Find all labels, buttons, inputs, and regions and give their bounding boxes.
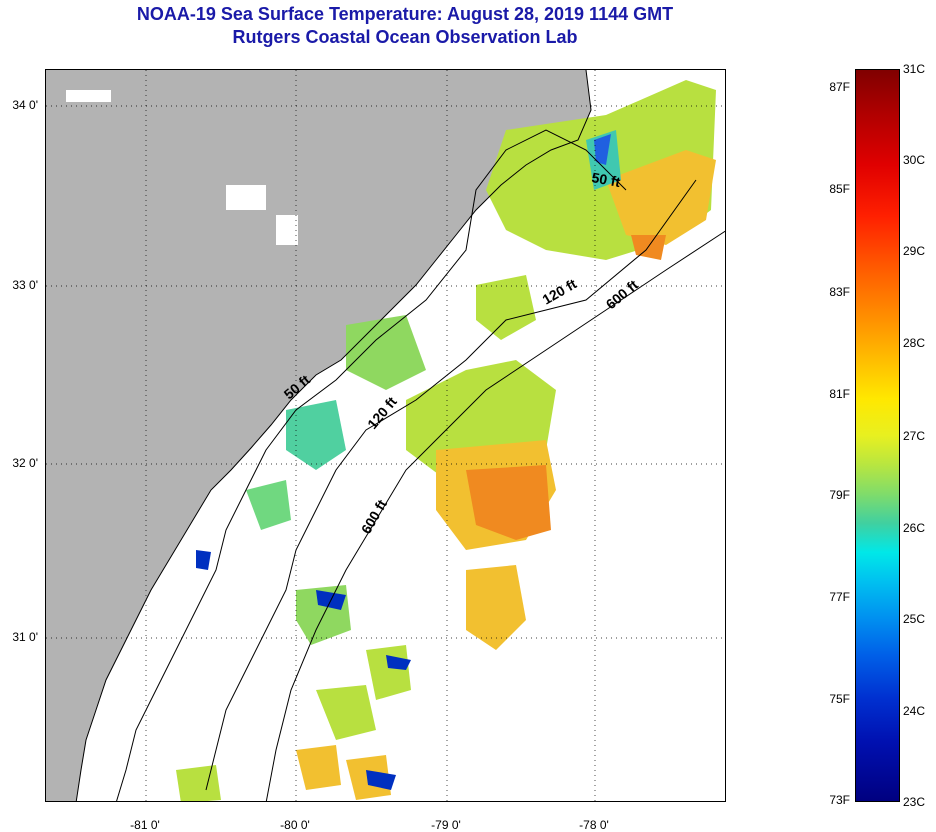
lat-tick-label: 32 0' bbox=[12, 456, 38, 470]
lat-tick-label: 33 0' bbox=[12, 278, 38, 292]
coastline bbox=[75, 70, 592, 801]
colorbar-fahrenheit-label: 81F bbox=[829, 387, 850, 401]
lon-tick-label: -81 0' bbox=[130, 818, 160, 832]
depth-contour-50ft bbox=[116, 129, 627, 801]
colorbar-celsius-label: 24C bbox=[903, 704, 926, 718]
land-mass bbox=[46, 70, 591, 801]
temperature-colorbar bbox=[855, 69, 900, 802]
colorbar-fahrenheit-label: 75F bbox=[829, 692, 850, 706]
colorbar-celsius-label: 27C bbox=[903, 429, 926, 443]
colorbar-celsius-label: 26C bbox=[903, 521, 926, 535]
colorbar-fahrenheit-label: 79F bbox=[829, 488, 850, 502]
lon-tick-label: -80 0' bbox=[280, 818, 310, 832]
depth-contour-120ft bbox=[205, 179, 697, 791]
lon-tick-label: -79 0' bbox=[431, 818, 461, 832]
inland-lake bbox=[66, 90, 111, 102]
colorbar-fahrenheit-label: 85F bbox=[829, 182, 850, 196]
inland-lake bbox=[226, 185, 266, 210]
colorbar-fahrenheit-label: 77F bbox=[829, 590, 850, 604]
lat-tick-label: 31 0' bbox=[12, 630, 38, 644]
sst-patches bbox=[176, 80, 716, 801]
map-subtitle: Rutgers Coastal Ocean Observation Lab bbox=[232, 27, 578, 47]
colorbar-celsius-label: 28C bbox=[903, 336, 926, 350]
colorbar-celsius-label: 23C bbox=[903, 795, 926, 809]
graticule bbox=[46, 70, 725, 801]
depth-contour-600ft bbox=[265, 230, 725, 801]
sst-map: 50 ft 120 ft 600 ft 50 ft 120 ft 600 ft bbox=[45, 69, 726, 802]
lon-tick-label: -78 0' bbox=[579, 818, 609, 832]
colorbar-celsius-label: 30C bbox=[903, 153, 926, 167]
colorbar-fahrenheit-label: 83F bbox=[829, 285, 850, 299]
lat-tick-label: 34 0' bbox=[12, 98, 38, 112]
depth-label: 600 ft bbox=[358, 497, 390, 537]
depth-label: 50 ft bbox=[590, 169, 621, 190]
sst-map-canvas: 50 ft 120 ft 600 ft 50 ft 120 ft 600 ft bbox=[46, 70, 725, 801]
colorbar-celsius-label: 31C bbox=[903, 62, 926, 76]
inland-lake bbox=[276, 215, 298, 245]
colorbar-fahrenheit-label: 87F bbox=[829, 80, 850, 94]
colorbar-celsius-label: 29C bbox=[903, 244, 926, 258]
colorbar-celsius-label: 25C bbox=[903, 612, 926, 626]
colorbar-fahrenheit-label: 73F bbox=[829, 793, 850, 807]
map-title: NOAA-19 Sea Surface Temperature: August … bbox=[136, 4, 674, 24]
